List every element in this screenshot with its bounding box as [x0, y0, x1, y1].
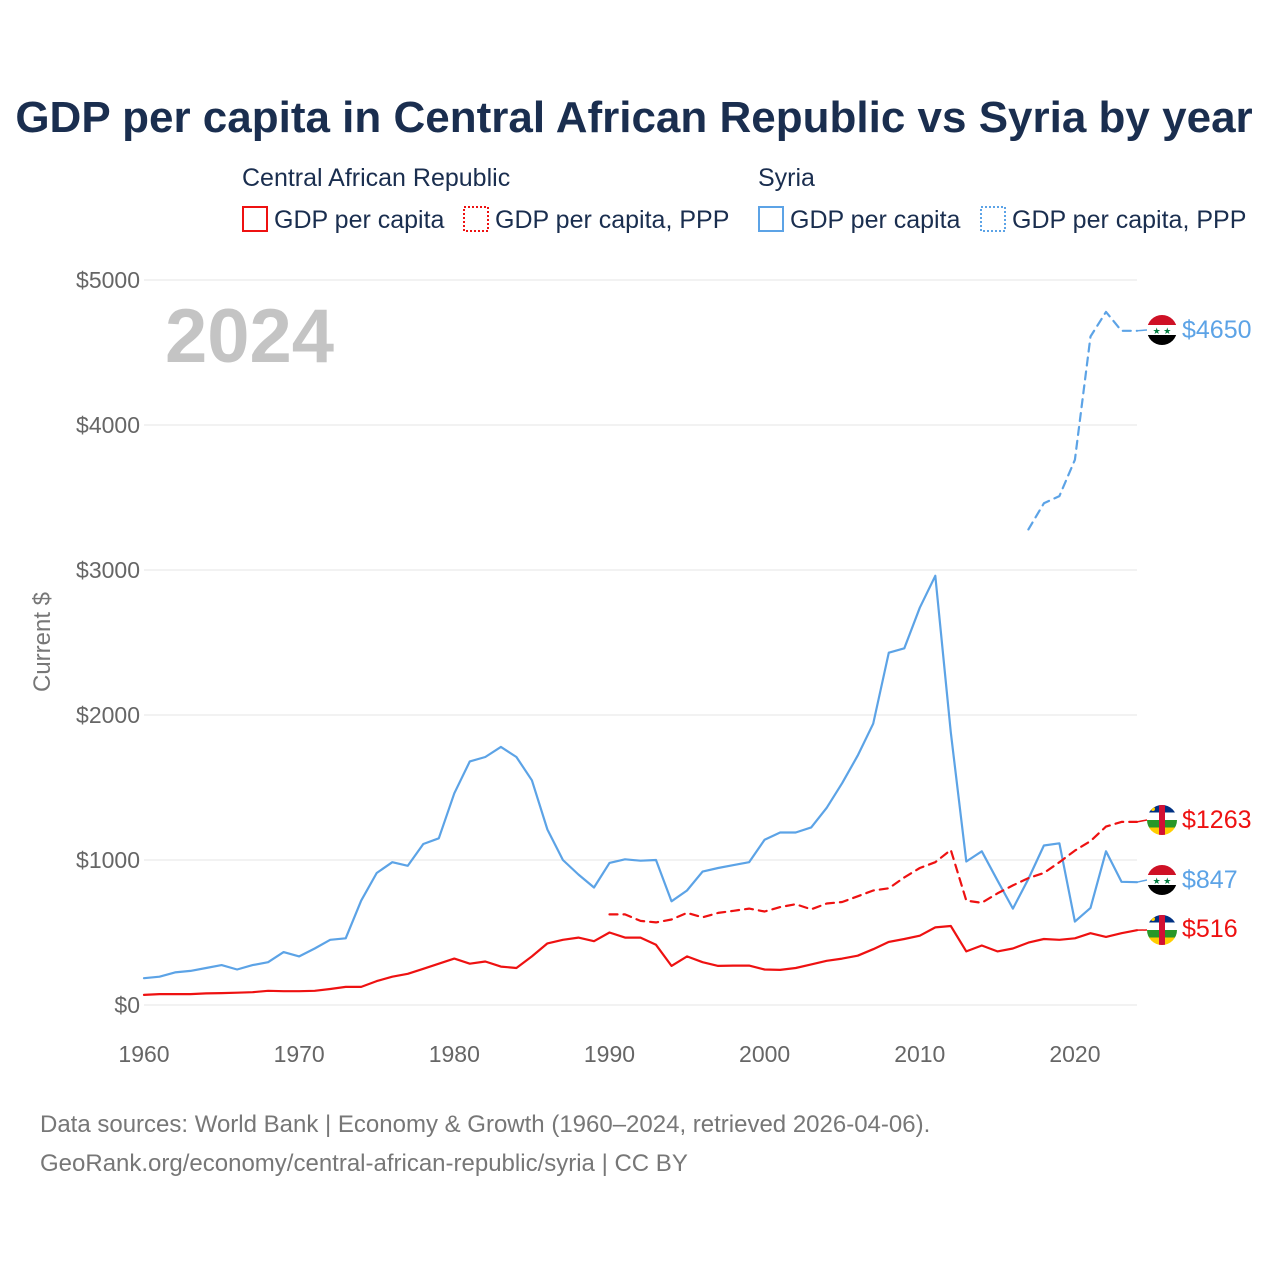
y-tick-label: $1000 — [76, 847, 140, 873]
y-tick-label: $2000 — [76, 702, 140, 728]
series-line-syria-gdp-per-capita-ppp — [1027, 310, 1139, 531]
legend-swatch-syria-gdp — [758, 206, 784, 232]
end-label-syria-gdp: $847 — [1182, 866, 1238, 894]
year-watermark: 2024 — [165, 294, 334, 379]
end-connectors — [1136, 329, 1148, 931]
flag-car-gdp — [1147, 915, 1177, 945]
x-tick-label: 1960 — [118, 1041, 169, 1067]
end-label-syria-ppp: $4650 — [1182, 316, 1252, 344]
legend-swatch-car-ppp — [463, 206, 489, 232]
source-note: Data sources: World Bank | Economy & Gro… — [40, 1111, 930, 1138]
series-lines — [142, 310, 1139, 997]
x-tick-label: 1980 — [429, 1041, 480, 1067]
end-label-car-ppp: $1263 — [1182, 806, 1252, 834]
x-tick-label: 2020 — [1049, 1041, 1100, 1067]
chart-title: GDP per capita in Central African Republ… — [15, 93, 1252, 142]
legend: Central African Republic Syria GDP per c… — [242, 164, 1246, 234]
legend-group-car: Central African Republic — [242, 164, 510, 192]
flag-syria-gdp: ★ ★ — [1147, 865, 1177, 895]
series-line-central-african-republic-gdp-per-capita — [142, 924, 1139, 997]
series-line-central-african-republic-gdp-per-capita-ppp — [608, 820, 1139, 924]
legend-label-syria-ppp: GDP per capita, PPP — [1012, 206, 1246, 234]
legend-label-car-ppp: GDP per capita, PPP — [495, 206, 729, 234]
legend-label-syria-gdp: GDP per capita — [790, 206, 961, 234]
x-axis-ticks: 1960 1970 1980 1990 2000 2010 2020 — [118, 1041, 1100, 1067]
y-tick-label: $3000 — [76, 557, 140, 583]
y-tick-label: $4000 — [76, 412, 140, 438]
x-tick-label: 2000 — [739, 1041, 790, 1067]
y-axis-label: Current $ — [29, 592, 56, 692]
y-tick-label: $5000 — [76, 267, 140, 293]
gridlines — [144, 279, 1137, 1006]
end-connector — [1136, 819, 1148, 823]
end-label-car-gdp: $516 — [1182, 915, 1238, 943]
legend-label-car-gdp: GDP per capita — [274, 206, 445, 234]
y-axis-ticks: $0 $1000 $2000 $3000 $4000 $5000 — [76, 267, 140, 1018]
end-connector — [1136, 329, 1148, 332]
x-tick-label: 2010 — [894, 1041, 945, 1067]
svg-text:★ ★: ★ ★ — [1153, 326, 1172, 336]
legend-swatch-car-gdp — [242, 206, 268, 232]
source-link: GeoRank.org/economy/central-african-repu… — [40, 1150, 688, 1177]
x-tick-label: 1970 — [274, 1041, 325, 1067]
svg-text:★ ★: ★ ★ — [1153, 876, 1172, 886]
series-line-syria-gdp-per-capita — [142, 574, 1139, 980]
y-tick-label: $0 — [114, 992, 140, 1018]
x-tick-label: 1990 — [584, 1041, 635, 1067]
flag-car-ppp — [1147, 805, 1177, 835]
legend-swatch-syria-ppp — [980, 206, 1006, 232]
end-connector — [1136, 879, 1148, 883]
legend-group-syria: Syria — [758, 164, 815, 192]
flag-syria-ppp: ★ ★ — [1147, 315, 1177, 345]
